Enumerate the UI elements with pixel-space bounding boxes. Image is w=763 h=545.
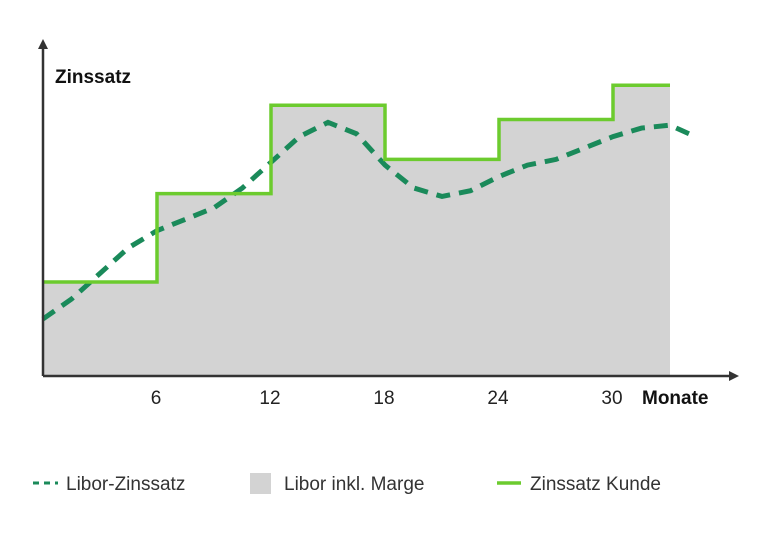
x-tick-label: 24 bbox=[487, 388, 509, 409]
legend-label-zinssatz-kunde: Zinssatz Kunde bbox=[530, 474, 661, 495]
plot-area bbox=[41, 83, 691, 377]
libor-zinssatz-line bbox=[41, 119, 691, 322]
legend-label-libor-zinssatz: Libor-Zinssatz bbox=[66, 474, 185, 495]
legend-item-zinssatz-kunde: Zinssatz Kunde bbox=[497, 474, 661, 495]
y-axis-title: Zinssatz bbox=[55, 67, 131, 88]
legend-item-libor-inkl-marge: Libor inkl. Marge bbox=[250, 473, 424, 495]
x-tick-label: 30 bbox=[601, 388, 622, 409]
legend-swatch-area bbox=[250, 473, 271, 494]
x-axis-title: Monate bbox=[642, 388, 709, 409]
libor-inkl-marge-area bbox=[43, 85, 670, 377]
x-tick-labels: 6 12 18 24 30 bbox=[151, 388, 623, 409]
legend-label-libor-inkl-marge: Libor inkl. Marge bbox=[284, 474, 424, 495]
legend-item-libor-zinssatz: Libor-Zinssatz bbox=[33, 474, 185, 495]
x-tick-label: 12 bbox=[259, 388, 280, 409]
x-tick-label: 18 bbox=[373, 388, 394, 409]
zinssatz-kunde-line bbox=[43, 83, 670, 284]
legend: Libor-Zinssatz Libor inkl. Marge Zinssat… bbox=[33, 473, 661, 495]
x-tick-label: 6 bbox=[151, 388, 162, 409]
